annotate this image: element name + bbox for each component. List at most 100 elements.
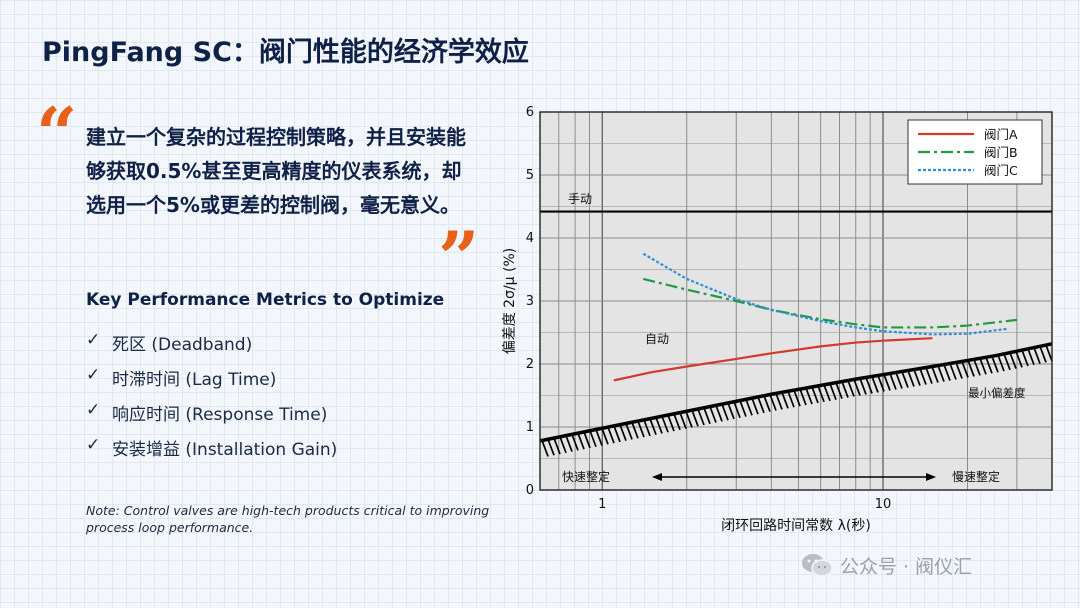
wechat-icon — [802, 554, 833, 577]
watermark-text: 公众号 · 阀仪汇 — [840, 555, 973, 578]
hatch-mark — [1015, 351, 1023, 368]
hatch-mark — [901, 371, 909, 388]
hatch-mark — [781, 392, 789, 409]
hatch-mark — [919, 368, 927, 385]
hatch-mark — [769, 394, 777, 411]
annotation-slow-tuning: 慢速整定 — [952, 469, 1000, 484]
hatch-mark — [613, 425, 621, 443]
hatch-mark — [763, 395, 771, 413]
watermark: 公众号 · 阀仪汇 — [800, 551, 972, 579]
hatch-mark — [949, 363, 957, 380]
hatch-mark — [571, 434, 579, 451]
hatch-mark — [811, 386, 819, 404]
hatch-mark — [805, 387, 813, 405]
hatch-mark — [607, 426, 615, 444]
hatch-mark — [709, 406, 717, 423]
plot-border — [539, 111, 1053, 491]
hatch-mark — [895, 372, 903, 389]
hatch-mark — [595, 429, 603, 446]
hatch-mark — [649, 418, 657, 435]
hatch-mark — [1027, 348, 1035, 366]
hatch-mark — [955, 362, 963, 379]
hatch-mark — [817, 385, 825, 403]
open-quote-icon: “ — [36, 91, 78, 176]
hatch-mark — [877, 375, 885, 392]
hatch-mark — [559, 436, 567, 454]
hatch-mark — [883, 374, 891, 391]
y-tick-label: 1 — [526, 420, 534, 435]
hatch-mark — [847, 380, 855, 397]
hatch-mark — [775, 393, 783, 410]
annotation-manual: 手动 — [568, 192, 592, 206]
metric-label: 时滞时间 (Lag Time) — [112, 370, 277, 390]
hatch-mark — [985, 357, 993, 374]
metric-item-installation-gain: ✓ 安装增益 (Installation Gain) — [86, 435, 337, 470]
hatch-mark — [757, 396, 765, 414]
hatch-mark — [637, 420, 645, 438]
hatch-mark — [541, 440, 549, 457]
metric-label: 死区 (Deadband) — [112, 335, 253, 355]
check-icon: ✓ — [86, 435, 101, 455]
hatch-mark — [859, 378, 867, 395]
hatch-mark — [721, 403, 729, 421]
annotation-auto: 自动 — [645, 332, 669, 346]
hatch-mark — [679, 412, 687, 429]
hatch-mark — [787, 390, 795, 408]
hatch-mark — [577, 432, 585, 450]
hatch-mark — [619, 424, 627, 441]
hatch-mark — [1045, 344, 1053, 362]
legend-box — [907, 119, 1043, 185]
hatch-mark — [685, 411, 693, 428]
hatch-mark — [547, 438, 555, 456]
y-tick-label: 3 — [526, 294, 534, 309]
hatch-mark — [979, 358, 987, 375]
metric-item-response-time: ✓ 响应时间 (Response Time) — [86, 400, 337, 435]
hatch-mark — [1039, 346, 1047, 363]
hatch-mark — [943, 364, 951, 381]
y-tick-label: 0 — [526, 483, 534, 498]
hatch-mark — [739, 400, 747, 417]
legend-label: 阀门A — [984, 127, 1018, 142]
hatch-mark — [793, 389, 801, 407]
hatch-mark — [841, 381, 849, 398]
metrics-list: ✓ 死区 (Deadband) ✓ 时滞时间 (Lag Time) ✓ 响应时间… — [86, 330, 337, 470]
metric-item-lag-time: ✓ 时滞时间 (Lag Time) — [86, 365, 337, 400]
hatch-mark — [673, 413, 681, 431]
hatch-mark — [913, 369, 921, 386]
tuning-arrow-left-head — [652, 473, 662, 481]
series-line-2 — [643, 277, 1018, 329]
quote-text: 建立一个复杂的过程控制策略，并且安装能够获取0.5%甚至更高精度的仪表系统，却选… — [86, 125, 466, 217]
hatch-mark — [961, 361, 969, 378]
hatch-mark — [655, 417, 663, 434]
y-tick-label: 4 — [526, 231, 534, 246]
hatch-mark — [907, 370, 915, 387]
hatch-mark — [865, 377, 873, 394]
hatch-mark — [967, 360, 975, 377]
page-title: PingFang SC：阀门性能的经济学效应 — [42, 37, 529, 68]
hatch-mark — [1009, 352, 1017, 369]
x-axis-label: 闭环回路时间常数 λ(秒) — [721, 518, 871, 534]
hatch-mark — [589, 430, 597, 448]
tuning-arrow-right-head — [926, 473, 936, 481]
hatch-mark — [991, 355, 999, 373]
hatch-mark — [583, 431, 591, 449]
hatch-mark — [703, 407, 711, 425]
annotation-min-variability: 最小偏差度 — [968, 386, 1026, 400]
hatch-mark — [799, 388, 807, 406]
hatch-mark — [889, 373, 897, 390]
hatch-mark — [997, 354, 1005, 372]
variability-chart: 0 1 2 3 4 5 6 1 10 闭环回路时间常数 λ(秒) 偏差度 2σ/μ (%) 手动 自动最… — [490, 100, 1065, 540]
min-variability-boundary — [539, 342, 1053, 443]
hatch-mark — [667, 414, 675, 432]
hatch-mark — [1033, 347, 1041, 364]
hatch-mark — [931, 366, 939, 383]
hatch-mark — [829, 383, 837, 401]
x-tick-label: 1 — [598, 497, 606, 512]
hatch-mark — [715, 405, 723, 422]
metrics-heading: Key Performance Metrics to Optimize — [86, 290, 445, 310]
hatch-mark — [751, 397, 759, 415]
y-tick-label: 5 — [526, 168, 534, 183]
hatch-mark — [631, 421, 639, 439]
hatch-mark — [1021, 349, 1029, 367]
hatch-mark — [745, 399, 753, 416]
